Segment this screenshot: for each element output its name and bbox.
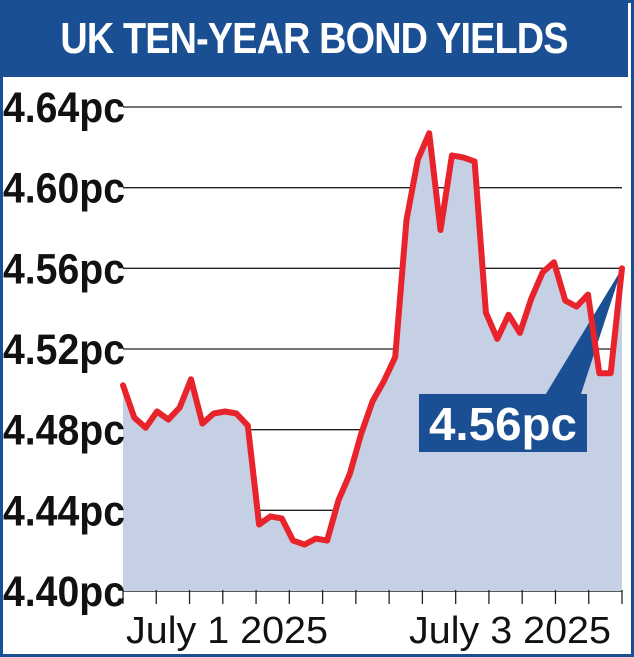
- yield-line: [120, 130, 625, 548]
- y-tick-labels: 4.40pc 4.44pc 4.48pc 4.52pc 4.56pc 4.60pc 4.64…: [3, 84, 125, 616]
- title-bar: UK TEN-YEAR BOND YIELDS: [0, 0, 628, 77]
- chart-title: UK TEN-YEAR BOND YIELDS: [60, 14, 568, 63]
- y-tick-label: 4.44pc: [3, 487, 125, 535]
- y-tick-label: 4.64pc: [3, 84, 125, 132]
- x-ticks: [122, 590, 623, 604]
- y-tick-label: 4.60pc: [3, 165, 125, 213]
- yield-area: [123, 133, 622, 591]
- y-tick-label: 4.40pc: [3, 568, 125, 616]
- x-tick-label: July 3 2025: [409, 610, 611, 652]
- callout-pointer: [544, 268, 622, 397]
- callout-box: [419, 394, 587, 452]
- y-tick-label: 4.48pc: [3, 407, 125, 455]
- x-tick-label: July 1 2025: [126, 610, 328, 652]
- callout: 4.56pc: [419, 268, 622, 452]
- x-tick-labels: July 1 2025 July 3 2025: [126, 610, 611, 652]
- callout-label: 4.56pc: [429, 398, 577, 450]
- y-tick-label: 4.56pc: [3, 245, 125, 293]
- y-tick-label: 4.52pc: [3, 326, 125, 374]
